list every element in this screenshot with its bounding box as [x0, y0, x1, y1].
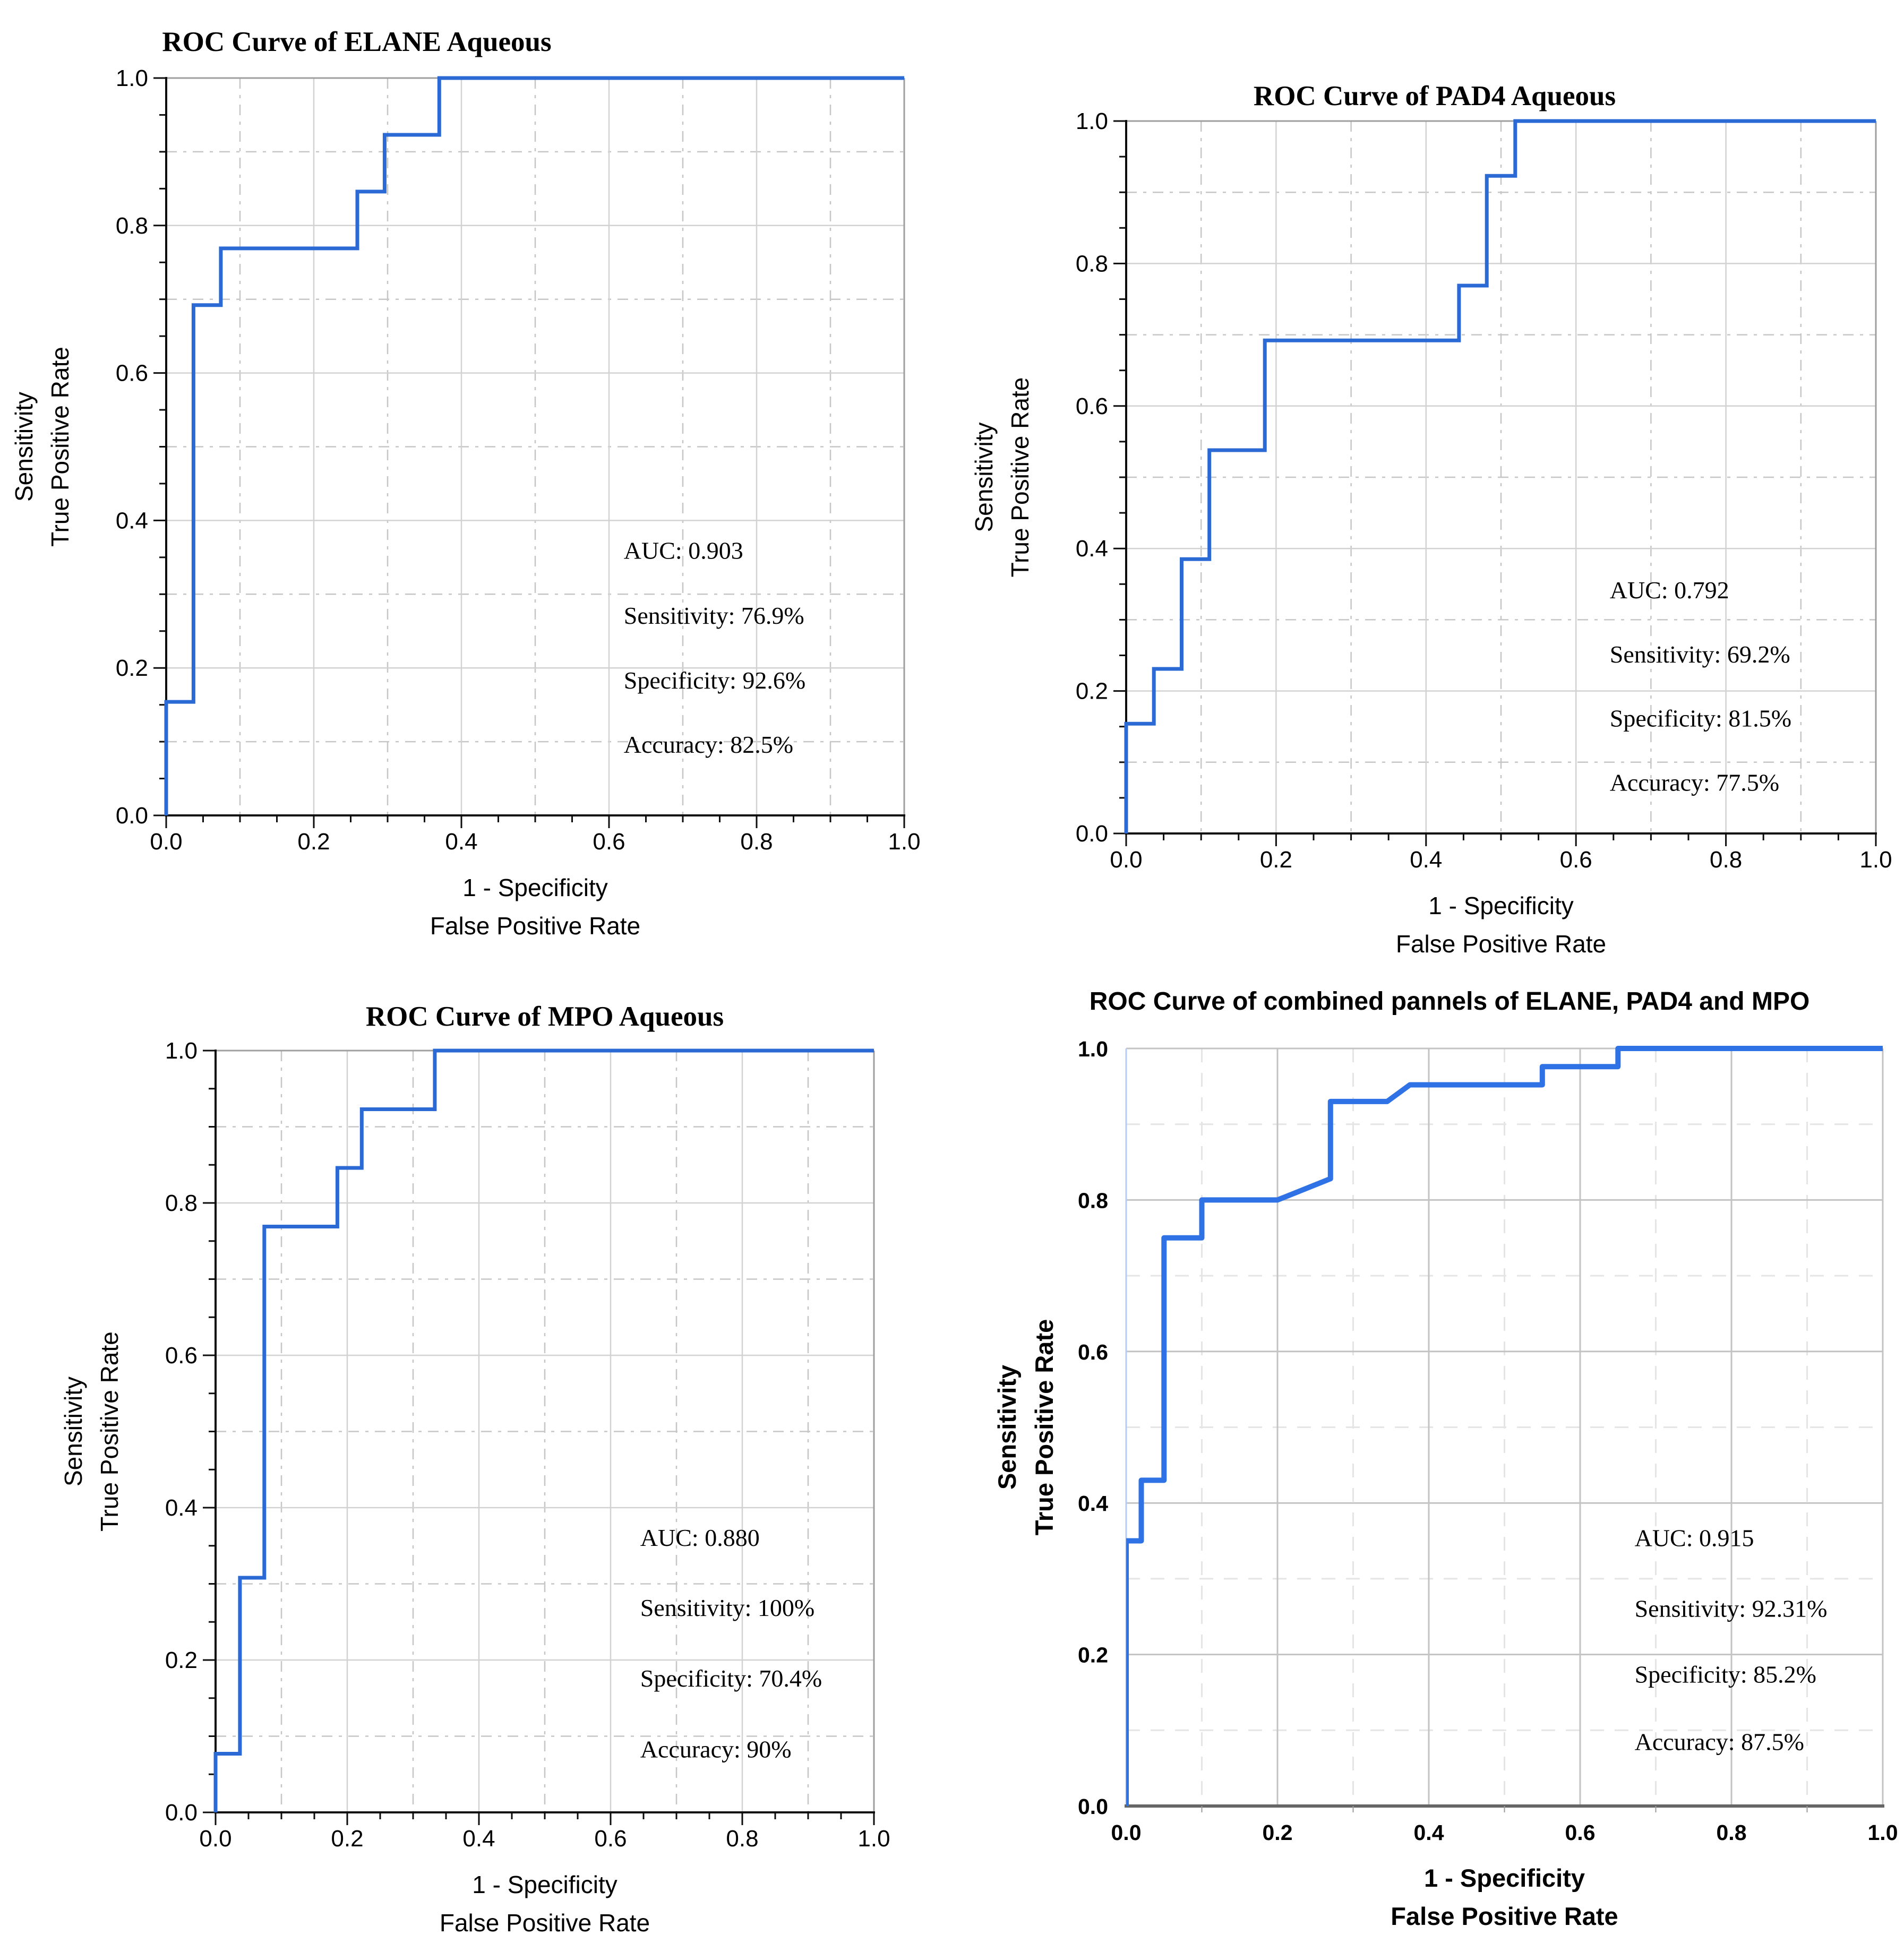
y-tick-label: 0.4: [1078, 1491, 1108, 1516]
y-axis-title-line1: Sensitivity: [10, 392, 38, 502]
y-axis-title-line2: True Positive Rate: [96, 1331, 123, 1532]
x-tick-label: 0.4: [462, 1826, 495, 1852]
roc-curve-mpo: [213, 1048, 874, 1812]
chart-title: ROC Curve of combined pannels of ELANE, …: [1090, 987, 1810, 1016]
x-tick-label: 0.4: [1410, 847, 1442, 873]
roc-curve-combined: [1126, 1046, 1883, 1806]
x-tick-label: 0.8: [740, 829, 773, 855]
chart-title: ROC Curve of PAD4 Aqueous: [1254, 81, 1616, 111]
y-tick-label: 0.8: [1078, 1188, 1108, 1213]
annotation-specificity: Specificity: 70.4%: [640, 1665, 822, 1692]
roc-chart-elane: 0.0 0.2 0.4 0.6 0.8 1.0 0.0 0.2 0.4 0.6 0.8 1.0 Sens…: [10, 27, 921, 940]
x-tick-label: 1.0: [857, 1826, 890, 1852]
y-tick-label: 0.0: [165, 1800, 198, 1826]
x-axis-title-line1: 1 - Specificity: [472, 1871, 617, 1898]
annotation-sensitivity: Sensitivity: 92.31%: [1635, 1595, 1828, 1622]
y-tick-label: 0.6: [1078, 1340, 1108, 1364]
x-tick-label: 0.6: [594, 1826, 627, 1852]
x-axis-title-line2: False Positive Rate: [1391, 1902, 1618, 1930]
roc-chart-combined: 0.0 0.2 0.4 0.6 0.8 1.0 0.0 0.2 0.4 0.6 0.8 1.0 Sens…: [993, 987, 1898, 1930]
y-tick-label: 0.4: [165, 1495, 198, 1521]
y-axis-title-line1: Sensitivity: [59, 1377, 87, 1486]
chart-cell-elane: 0.0 0.2 0.4 0.6 0.8 1.0 0.0 0.2 0.4 0.6 0.8 1.0 Sens…: [0, 0, 950, 977]
roc-curve-elane: [164, 76, 904, 815]
y-tick-label: 0.8: [165, 1190, 198, 1216]
y-tick-label: 0.0: [116, 803, 148, 829]
x-tick-label: 0.2: [297, 829, 330, 855]
x-tick-label: 1.0: [1859, 847, 1892, 873]
x-tick-label: 0.8: [1717, 1820, 1747, 1845]
annotation-sensitivity: Sensitivity: 100%: [640, 1594, 814, 1621]
x-tick-label: 1.0: [888, 829, 920, 855]
x-tick-label: 0.6: [593, 829, 625, 855]
annotation-accuracy: Accuracy: 77.5%: [1610, 769, 1779, 796]
x-axis-title-line2: False Positive Rate: [430, 912, 640, 940]
x-tick-label: 0.8: [1710, 847, 1742, 873]
chart-cell-pad4: 0.0 0.2 0.4 0.6 0.8 1.0 0.0 0.2 0.4 0.6 0.8 1.0 Sens…: [950, 0, 1904, 977]
x-axis-title-line2: False Positive Rate: [440, 1909, 650, 1937]
annotation-auc: AUC: 0.903: [624, 537, 743, 564]
y-tick-label: 0.2: [116, 655, 148, 681]
y-axis-title-line2: True Positive Rate: [1006, 377, 1034, 578]
y-tick-label: 0.2: [1078, 1643, 1108, 1667]
roc-chart-pad4: 0.0 0.2 0.4 0.6 0.8 1.0 0.0 0.2 0.4 0.6 0.8 1.0 Sens…: [970, 81, 1892, 958]
y-tick-label: 0.4: [1076, 536, 1108, 562]
y-tick-label: 0.8: [1076, 251, 1108, 277]
x-tick-label: 0.6: [1565, 1820, 1596, 1845]
x-tick-label: 0.0: [1111, 1820, 1142, 1845]
x-tick-label: 0.0: [1110, 847, 1142, 873]
roc-curve-pad4: [1124, 119, 1876, 833]
y-tick-label: 0.8: [116, 213, 148, 239]
annotation-accuracy: Accuracy: 90%: [640, 1736, 792, 1763]
annotation-auc: AUC: 0.880: [640, 1524, 760, 1551]
y-tick-label: 0.0: [1078, 1794, 1108, 1819]
chart-title: ROC Curve of ELANE Aqueous: [162, 27, 551, 57]
y-tick-label: 0.2: [165, 1647, 198, 1673]
x-axis-title-line1: 1 - Specificity: [1428, 892, 1574, 919]
chart-cell-mpo: 0.0 0.2 0.4 0.6 0.8 1.0 0.0 0.2 0.4 0.6 0.8 1.0 Sens…: [0, 977, 950, 1952]
x-tick-label: 0.8: [726, 1826, 758, 1852]
x-tick-label: 0.4: [1414, 1820, 1444, 1845]
y-axis-title-line2: True Positive Rate: [46, 347, 74, 547]
y-axis-title-line2: True Positive Rate: [1030, 1319, 1058, 1536]
x-tick-label: 0.2: [1263, 1820, 1293, 1845]
y-tick-label: 0.0: [1076, 821, 1108, 847]
annotation-specificity: Specificity: 92.6%: [624, 667, 805, 694]
x-tick-label: 0.6: [1560, 847, 1592, 873]
x-tick-label: 0.0: [150, 829, 182, 855]
annotation-sensitivity: Sensitivity: 69.2%: [1610, 641, 1790, 668]
y-axis-title-line1: Sensitivity: [970, 422, 998, 532]
x-tick-label: 0.2: [1260, 847, 1292, 873]
x-axis-title-line1: 1 - Specificity: [1424, 1864, 1585, 1892]
y-tick-label: 1.0: [1078, 1037, 1108, 1061]
annotation-auc: AUC: 0.915: [1635, 1525, 1754, 1552]
annotation-specificity: Specificity: 85.2%: [1635, 1661, 1816, 1688]
x-tick-label: 1.0: [1868, 1820, 1898, 1845]
annotation-accuracy: Accuracy: 82.5%: [624, 731, 793, 758]
annotation-sensitivity: Sensitivity: 76.9%: [624, 602, 804, 629]
x-axis-title-line2: False Positive Rate: [1396, 930, 1606, 958]
y-tick-label: 0.6: [165, 1343, 198, 1369]
y-tick-label: 0.6: [1076, 393, 1108, 419]
annotation-auc: AUC: 0.792: [1610, 577, 1729, 604]
y-tick-label: 1.0: [1076, 108, 1108, 134]
y-tick-label: 0.2: [1076, 678, 1108, 704]
x-tick-label: 0.2: [331, 1826, 363, 1852]
chart-title: ROC Curve of MPO Aqueous: [366, 1001, 724, 1032]
roc-chart-mpo: 0.0 0.2 0.4 0.6 0.8 1.0 0.0 0.2 0.4 0.6 0.8 1.0 Sens…: [59, 1001, 890, 1937]
x-tick-label: 0.0: [199, 1826, 231, 1852]
annotation-accuracy: Accuracy: 87.5%: [1635, 1728, 1804, 1755]
y-tick-label: 1.0: [116, 65, 148, 91]
y-tick-label: 1.0: [165, 1038, 198, 1064]
y-tick-label: 0.4: [116, 508, 148, 534]
y-axis-title-line1: Sensitivity: [993, 1365, 1021, 1490]
annotation-specificity: Specificity: 81.5%: [1610, 705, 1791, 732]
chart-cell-combined: 0.0 0.2 0.4 0.6 0.8 1.0 0.0 0.2 0.4 0.6 0.8 1.0 Sens…: [950, 977, 1904, 1952]
y-tick-label: 0.6: [116, 360, 148, 386]
x-tick-label: 0.4: [445, 829, 477, 855]
x-axis-title-line1: 1 - Specificity: [462, 874, 608, 901]
